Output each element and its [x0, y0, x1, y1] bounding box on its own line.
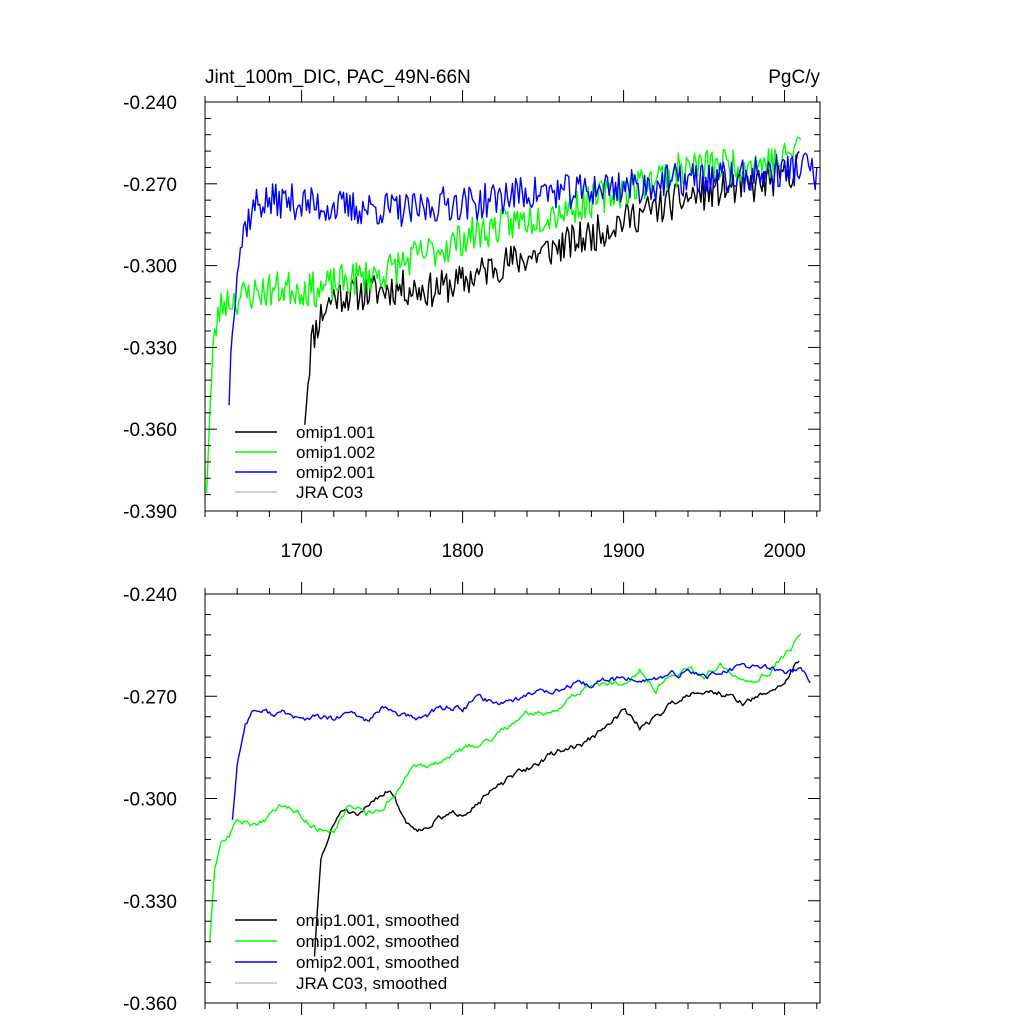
raw-series-layer [205, 136, 818, 493]
y-tick-label: -0.360 [123, 994, 177, 1015]
y-tick-label: -0.240 [123, 585, 177, 606]
legend-label: omip1.002, smoothed [296, 932, 460, 951]
y-tick-label: -0.330 [123, 338, 177, 359]
series-line-omip1-002-smoothed [209, 633, 802, 943]
smoothed-axes: -0.360 -0.330 -0.300 -0.270 -0.240 [123, 582, 821, 1015]
y-tick-label: -0.330 [123, 892, 177, 913]
smoothed-chart-panel: -0.360 -0.330 -0.300 -0.270 -0.240 omip1.001… [123, 582, 821, 1015]
y-tick-label: -0.390 [123, 502, 177, 523]
x-tick-label: 1700 [280, 541, 322, 562]
y-tick-label: -0.240 [123, 93, 177, 114]
legend-label: omip2.001, smoothed [296, 953, 460, 972]
y-tick-label: -0.300 [123, 790, 177, 811]
series-line-omip1-001-smoothed [313, 660, 800, 957]
y-tick-label: -0.300 [123, 257, 177, 278]
x-tick-label: 1900 [602, 541, 644, 562]
y-tick-label: -0.360 [123, 420, 177, 441]
plot-frame [204, 101, 821, 512]
legend-label: omip1.002 [296, 443, 375, 462]
chart-title: Jint_100m_DIC, PAC_49N-66N [205, 67, 471, 88]
smoothed-legend: omip1.001, smoothed omip1.002, smoothed om… [235, 911, 460, 993]
smoothed-series-layer [209, 633, 811, 957]
legend-label: omip1.001, smoothed [296, 911, 460, 930]
y-tick-label: -0.270 [123, 687, 177, 708]
legend-label: omip1.001 [296, 423, 375, 442]
series-line-omip2-001 [228, 152, 818, 406]
x-tick-label: 2000 [763, 541, 805, 562]
legend-label: JRA C03 [296, 483, 363, 502]
x-tick-label: 1800 [441, 541, 483, 562]
legend-label: JRA C03, smoothed [296, 974, 447, 993]
y-tick-label: -0.270 [123, 175, 177, 196]
raw-axes: -0.390 -0.360 -0.330 -0.300 -0.270 -0.240 1700… [123, 90, 821, 562]
raw-chart-panel: Jint_100m_DIC, PAC_49N-66N PgC/y -0.390-… [123, 67, 821, 562]
legend-label: omip2.001 [296, 463, 375, 482]
units-label: PgC/y [768, 67, 820, 88]
series-line-omip2-001-smoothed [231, 662, 811, 821]
